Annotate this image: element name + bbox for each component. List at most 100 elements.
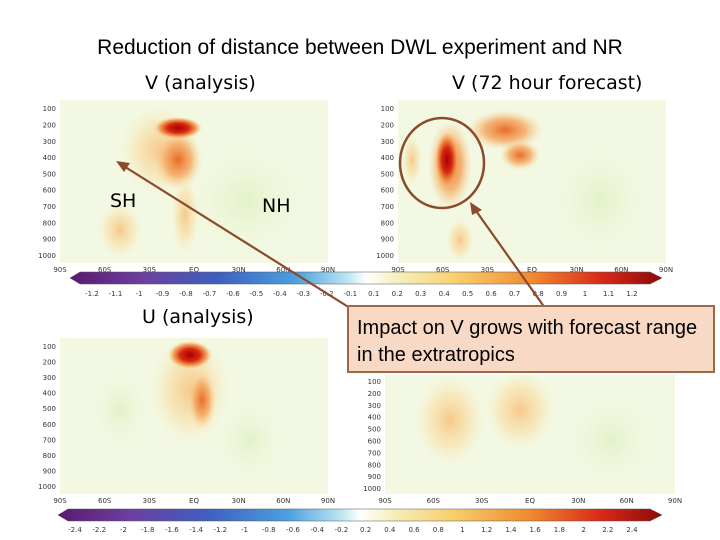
nh-label: NH (262, 195, 291, 217)
x-tick-label: 30S (143, 497, 157, 505)
y-tick-label: 600 (381, 187, 394, 195)
x-tick-label: 60N (614, 266, 628, 274)
y-tick-label: 700 (368, 449, 381, 457)
arrow-head (470, 202, 482, 215)
u-analysis-y-axis: 100 200 300 400 500 600 700 800 900 1000 (38, 343, 56, 491)
u-forecast-x-axis: 90S 60S 30S EQ 30N 60N 90N (378, 497, 682, 505)
y-tick-label: 800 (381, 219, 394, 227)
y-tick-label: 100 (381, 105, 394, 113)
x-tick-label: EQ (189, 497, 199, 505)
y-tick-label: 100 (43, 105, 56, 113)
colorbar-label: 2 (581, 526, 585, 534)
y-tick-label: 1000 (38, 483, 56, 491)
y-tick-label: 400 (43, 154, 56, 162)
y-tick-label: 300 (43, 138, 56, 146)
arrows (116, 161, 546, 309)
colorbar-label: -2.4 (68, 526, 82, 534)
colorbar-label: 0.6 (486, 290, 498, 298)
sh-label: SH (110, 190, 137, 212)
colorbar-label: -1.8 (141, 526, 155, 534)
v-forecast-y-axis: 100 200 300 400 500 600 700 800 900 1000 (376, 105, 394, 260)
v-forecast-x-axis: 90S 60S 30S EQ 30N 60N 90N (391, 266, 673, 274)
y-tick-label: 300 (381, 138, 394, 146)
y-tick-label: 400 (381, 154, 394, 162)
colorbar-label: -2 (120, 526, 127, 534)
colorbar-label: -0.2 (335, 526, 349, 534)
y-tick-label: 400 (43, 390, 56, 398)
colorbar-label: 0.2 (360, 526, 371, 534)
y-tick-label: 900 (43, 468, 56, 476)
y-tick-label: 500 (381, 170, 394, 178)
colorbar-label: -1.2 (213, 526, 227, 534)
v-analysis-y-axis: 100 200 300 400 500 600 700 800 900 1000 (38, 105, 56, 260)
y-tick-label: 200 (368, 390, 381, 398)
u-analysis-x-axis: 90S 60S 30S EQ 30N 60N 90N (53, 497, 335, 505)
colorbar-v-labels: -1.2 -1.1 -1 -0.9 -0.8 -0.7 -0.6 -0.5 -0.4 -0.3 -0… (85, 290, 637, 298)
x-tick-label: 30N (571, 497, 585, 505)
x-tick-label: 60S (98, 497, 112, 505)
colorbar-label: -0.3 (296, 290, 310, 298)
x-tick-label: 60S (436, 266, 450, 274)
colorbar-label: 0.7 (509, 290, 520, 298)
colorbar-u-labels: -2.4 -2.2 -2 -1.8 -1.6 -1.4 -1.2 -1 -0.8 -0.6 -0.4… (68, 526, 638, 534)
y-tick-label: 1000 (376, 252, 394, 260)
y-tick-label: 500 (43, 405, 56, 413)
x-tick-label: 90N (659, 266, 673, 274)
colorbar-label: 0.3 (415, 290, 426, 298)
colorbar-label: -1.4 (189, 526, 203, 534)
colorbar-label: -2.2 (92, 526, 106, 534)
y-tick-label: 200 (43, 121, 56, 129)
colorbar-label: 0.4 (439, 290, 451, 298)
y-tick-label: 700 (43, 203, 56, 211)
y-tick-label: 400 (368, 414, 381, 422)
colorbar-label: 2.2 (602, 526, 613, 534)
y-tick-label: 700 (381, 203, 394, 211)
x-tick-label: 60S (427, 497, 441, 505)
colorbar-label: 0.4 (384, 526, 396, 534)
colorbar-label: 0.6 (408, 526, 420, 534)
colorbar-label: -0.8 (179, 290, 193, 298)
colorbar-label: -0.4 (273, 290, 287, 298)
y-tick-label: 500 (368, 426, 381, 434)
panel-u-forecast (385, 370, 675, 494)
panel-u-analysis (60, 335, 328, 494)
x-tick-label: 30S (143, 266, 157, 274)
colorbar-label: -1 (135, 290, 142, 298)
colorbar-label: 1.4 (505, 526, 517, 534)
x-tick-label: 90S (53, 497, 67, 505)
colorbar-label: 1.1 (603, 290, 614, 298)
v-analysis-title: V (analysis) (145, 72, 256, 94)
colorbar-label: 1.8 (554, 526, 565, 534)
y-tick-label: 800 (368, 461, 381, 469)
y-tick-label: 900 (368, 473, 381, 481)
y-tick-label: 600 (43, 187, 56, 195)
colorbar-label: -0.6 (286, 526, 300, 534)
colorbar-label: 0.8 (433, 526, 444, 534)
x-tick-label: 90S (53, 266, 67, 274)
x-tick-label: 30N (232, 266, 246, 274)
colorbar-label: -0.1 (343, 290, 357, 298)
x-tick-label: 60N (276, 497, 290, 505)
arrow-to-circle (473, 207, 546, 309)
colorbar-label: 0.8 (533, 290, 544, 298)
y-tick-label: 1000 (363, 485, 381, 493)
colorbar-label: -0.5 (250, 290, 264, 298)
colorbar-label: -0.6 (226, 290, 240, 298)
x-tick-label: 60N (620, 497, 634, 505)
colorbar-label: 1 (583, 290, 587, 298)
y-tick-label: 1000 (38, 252, 56, 260)
colorbar-u (57, 508, 663, 522)
arrow-to-sh (121, 164, 351, 309)
x-tick-label: EQ (527, 266, 537, 274)
x-tick-label: 30N (232, 497, 246, 505)
y-tick-label: 200 (43, 358, 56, 366)
colorbar-label: 0.5 (462, 290, 473, 298)
y-tick-label: 700 (43, 436, 56, 444)
page-title: Reduction of distance between DWL experi… (97, 36, 623, 59)
x-tick-label: 60S (98, 266, 112, 274)
colorbar-label: 1 (460, 526, 464, 534)
colorbar-label: -1.2 (85, 290, 99, 298)
x-tick-label: 90N (321, 497, 335, 505)
y-tick-label: 600 (43, 421, 56, 429)
